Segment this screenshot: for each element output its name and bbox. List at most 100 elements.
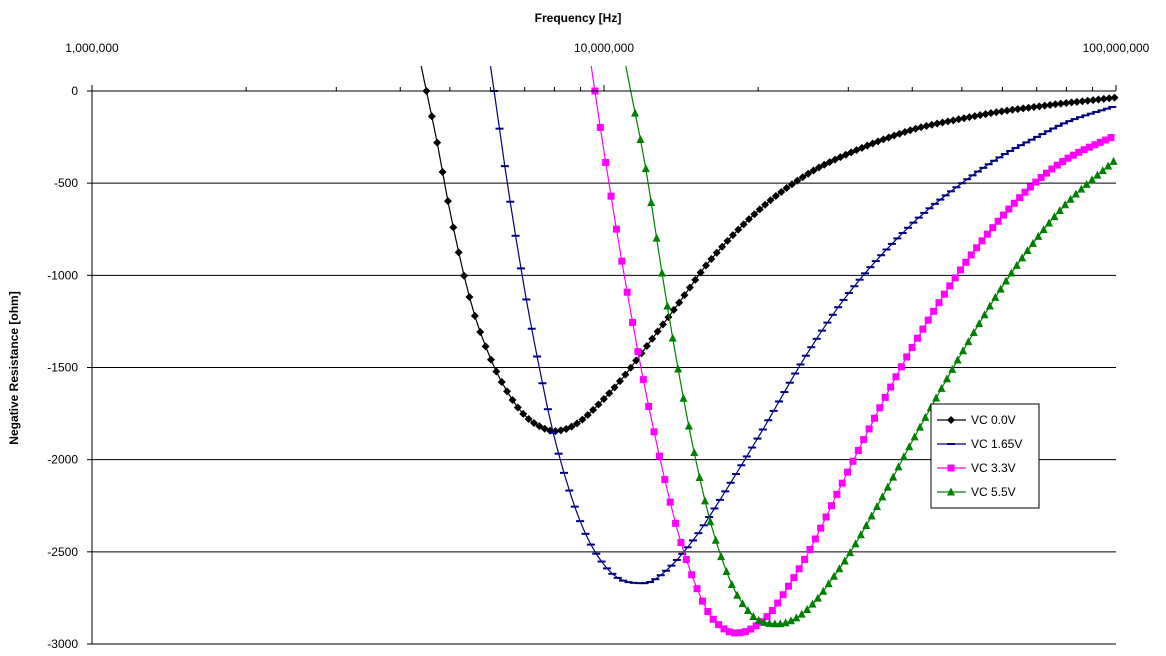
data-point (899, 452, 908, 461)
series-vc-5-5v (625, 65, 1118, 628)
legend-marker (947, 416, 955, 424)
data-point (833, 490, 841, 498)
data-point (690, 448, 699, 457)
data-point (985, 301, 994, 310)
data-point (983, 230, 991, 238)
plot-area (420, 65, 1119, 637)
y-tick-label: -1500 (47, 361, 78, 375)
y-tick-label: -3000 (47, 637, 78, 651)
data-point (1018, 253, 1027, 262)
data-point (529, 419, 538, 428)
data-point (664, 313, 673, 322)
data-point (497, 378, 506, 387)
y-axis: 0 -500 -1000 -1500 -2000 -2500 -3000 (47, 84, 92, 651)
data-point (443, 197, 452, 206)
data-point (1024, 103, 1033, 112)
data-point (1080, 146, 1088, 154)
data-point (745, 215, 754, 224)
data-point (657, 268, 666, 277)
legend-item: VC 0.0V (937, 413, 1016, 427)
data-point (1032, 178, 1040, 186)
data-point (872, 501, 881, 510)
data-point (433, 138, 442, 147)
data-point (503, 387, 512, 396)
data-point (1077, 184, 1086, 193)
data-point (1062, 99, 1071, 108)
data-point (645, 402, 653, 410)
data-point (876, 404, 884, 412)
data-point (618, 257, 626, 265)
data-point (969, 328, 978, 337)
data-point (677, 539, 685, 547)
y-tick-label: -2000 (47, 453, 78, 467)
data-point (696, 268, 705, 277)
data-point (792, 613, 801, 622)
data-point (1046, 100, 1055, 109)
data-point (927, 120, 936, 129)
data-point (427, 112, 436, 121)
data-point (1037, 173, 1045, 181)
data-point (911, 124, 920, 133)
data-point (1007, 268, 1016, 277)
data-point (647, 197, 656, 206)
data-point (997, 107, 1006, 116)
data-point (846, 548, 855, 557)
data-point (626, 363, 635, 372)
x-tick-label: 1,000,000 (65, 41, 119, 55)
data-point (854, 446, 862, 454)
data-point (621, 370, 630, 379)
data-point (653, 327, 662, 336)
data-point (949, 116, 958, 125)
data-point (513, 403, 522, 412)
data-point (932, 393, 941, 402)
data-point (889, 472, 898, 481)
data-point (777, 187, 786, 196)
data-point (887, 383, 895, 391)
series-line (420, 65, 1115, 432)
data-point (881, 393, 889, 401)
data-point (704, 608, 712, 616)
data-point (804, 169, 813, 178)
legend: VC 0.0V VC 1.65V VC 3.3V VC 5.5V (930, 403, 1040, 509)
data-point (731, 629, 739, 637)
data-point (817, 524, 825, 532)
data-point (960, 114, 969, 123)
data-point (956, 266, 964, 274)
data-point (1098, 166, 1107, 175)
data-point (739, 220, 748, 229)
data-point (449, 223, 458, 232)
data-point (1066, 194, 1075, 203)
data-point (1045, 218, 1054, 227)
x-axis-title: Frequency [Hz] (535, 11, 622, 25)
data-point (786, 616, 795, 625)
data-point (650, 428, 658, 436)
data-point (1104, 161, 1113, 170)
data-point (642, 341, 651, 350)
data-point (967, 251, 975, 259)
data-point (454, 248, 463, 257)
data-point (798, 173, 807, 182)
data-point (970, 112, 979, 121)
y-axis-title: Negative Resistance [ohm] (7, 291, 21, 444)
data-point (658, 320, 667, 329)
data-point (1010, 199, 1018, 207)
data-point (596, 123, 604, 131)
data-point (860, 436, 868, 444)
data-point (691, 275, 700, 284)
data-point (1064, 154, 1072, 162)
data-point (937, 383, 946, 392)
data-point (610, 383, 619, 392)
data-point (1055, 206, 1064, 215)
data-point (636, 134, 645, 143)
data-point (829, 571, 838, 580)
data-point (1067, 98, 1076, 107)
data-point (883, 482, 892, 491)
data-point (1051, 100, 1060, 109)
data-point (770, 619, 779, 628)
y-tick-label: -500 (54, 176, 78, 190)
data-point (922, 121, 931, 130)
data-point (700, 496, 709, 505)
data-point (930, 307, 938, 315)
data-point (717, 552, 726, 561)
data-point (980, 310, 989, 319)
